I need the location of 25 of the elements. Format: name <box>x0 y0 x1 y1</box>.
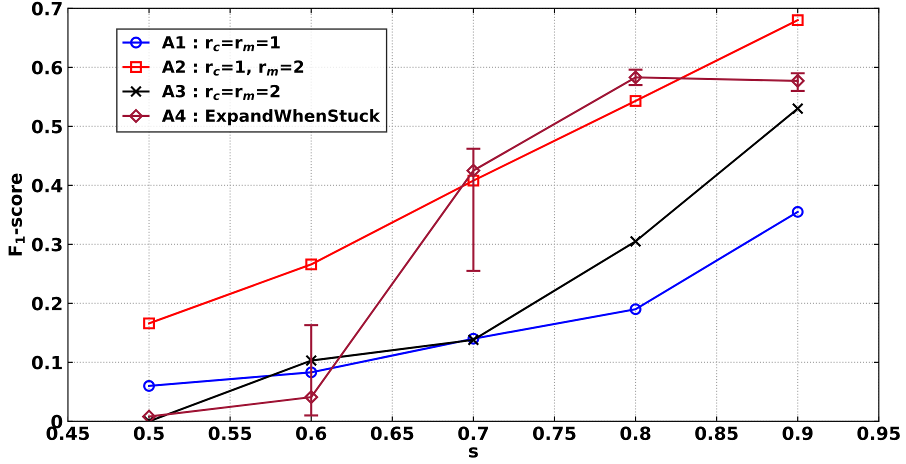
y-tick-label: 0.4 <box>32 178 62 192</box>
x-tick-label: 0.55 <box>208 426 252 440</box>
y-tick-label: 0.7 <box>32 2 62 16</box>
legend-label: A4 : ExpandWhenStuck <box>162 109 380 126</box>
x-tick-label: 0.75 <box>533 426 576 440</box>
x-tick-label: 0.45 <box>46 426 89 440</box>
x-tick-label: 0.8 <box>620 426 650 440</box>
y-tick-label: 0.6 <box>32 60 62 74</box>
x-tick-label: 0.95 <box>857 426 900 440</box>
x-tick-label: 0.7 <box>458 426 488 440</box>
legend-label: A1 : r$_{c}$=r$_{m}$=1 <box>162 36 280 52</box>
legend-label: A2 : r$_{c}$=1, r$_{m}$=2 <box>162 60 304 76</box>
x-tick-label: 0.65 <box>370 426 414 440</box>
legend-label: A3 : r$_{c}$=r$_{m}$=2 <box>162 84 280 100</box>
y-tick-label: 0.5 <box>32 120 62 134</box>
y-tick-label: 0.3 <box>32 238 62 252</box>
x-tick-label: 0.85 <box>695 426 738 440</box>
x-tick-label: 0.9 <box>782 426 813 440</box>
x-axis-title: s <box>468 447 478 458</box>
y-tick-label: 0 <box>51 414 62 428</box>
x-tick-label: 0.6 <box>296 426 326 440</box>
x-tick-label: 0.5 <box>134 426 164 440</box>
y-tick-label: 0.2 <box>32 296 62 310</box>
y-tick-label: 0.1 <box>32 356 62 370</box>
y-axis-title: F$_{1}$-score <box>8 174 25 256</box>
